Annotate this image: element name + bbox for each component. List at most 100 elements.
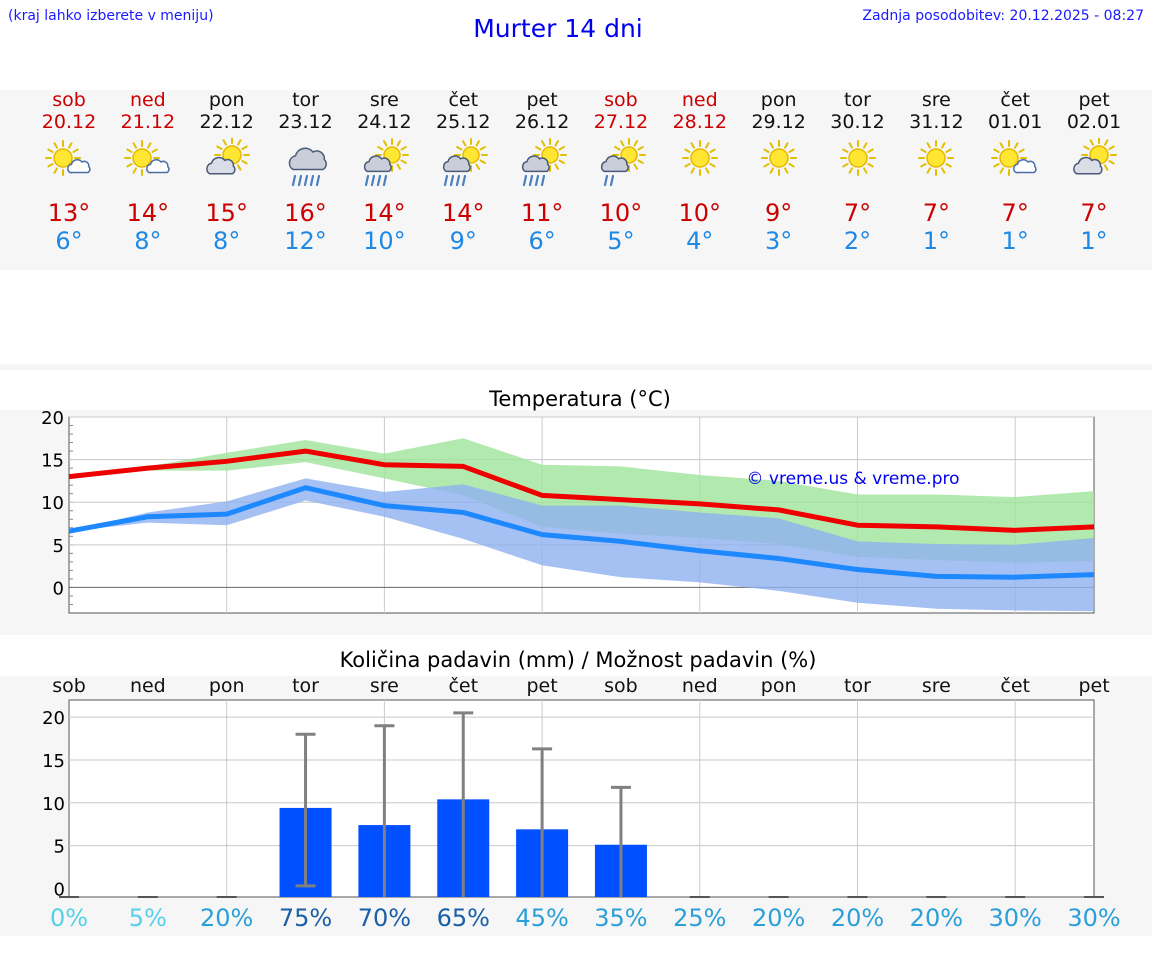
max-temp-line bbox=[68, 448, 1095, 533]
y-tick-label: 10 bbox=[41, 493, 64, 514]
day-date: 23.12 bbox=[278, 111, 333, 133]
min-temp: 1° bbox=[922, 227, 950, 255]
precip-chance: 25% bbox=[673, 904, 727, 932]
sun-rain-icon bbox=[364, 138, 410, 187]
cloud-sun-icon bbox=[1073, 138, 1118, 175]
min-temp-line bbox=[68, 485, 1095, 580]
sun-icon bbox=[760, 140, 797, 176]
max-temp: 16° bbox=[284, 199, 327, 227]
precip-day-label: tor bbox=[292, 675, 319, 697]
max-temp: 14° bbox=[363, 199, 406, 227]
day-date: 31.12 bbox=[909, 111, 964, 133]
precip-day-label: čet bbox=[1000, 675, 1030, 697]
day-name: pon bbox=[208, 89, 245, 111]
y-tick-label: 15 bbox=[41, 451, 64, 472]
min-temp: 12° bbox=[284, 227, 327, 255]
precip-chance: 0% bbox=[49, 904, 89, 932]
sun-light-rain-icon bbox=[600, 138, 646, 187]
day-date: 01.01 bbox=[987, 111, 1043, 133]
y-tick-label: 0 bbox=[54, 879, 65, 900]
day-date: 22.12 bbox=[199, 111, 254, 133]
day-date: 28.12 bbox=[672, 111, 727, 133]
day-name: tor bbox=[292, 89, 319, 111]
min-temp: 10° bbox=[363, 227, 406, 255]
min-temp: 4° bbox=[686, 227, 714, 255]
sun-rain-icon bbox=[443, 138, 489, 187]
y-tick-label: 20 bbox=[41, 410, 64, 429]
sun-cloud-icon bbox=[45, 140, 91, 176]
day-date: 30.12 bbox=[830, 111, 885, 133]
day-name: ned bbox=[129, 89, 166, 111]
last-update: Zadnja posodobitev: 20.12.2025 - 08:27 bbox=[862, 8, 1144, 24]
sun-icon bbox=[918, 140, 955, 176]
precip-day-label: pon bbox=[760, 675, 797, 697]
day-name: tor bbox=[844, 89, 871, 111]
precip-day-label: ned bbox=[681, 675, 718, 697]
precip-day-label: sre bbox=[369, 675, 399, 697]
location-hint: (kraj lahko izberete v meniju) bbox=[8, 8, 214, 24]
precip-day-label: pet bbox=[526, 675, 558, 697]
day-name: pon bbox=[760, 89, 797, 111]
max-temp: 10° bbox=[678, 199, 722, 227]
min-temp-range-band bbox=[69, 478, 1095, 612]
min-temp: 3° bbox=[765, 227, 793, 255]
max-temp: 13° bbox=[47, 199, 91, 227]
precip-day-label: sre bbox=[921, 675, 951, 697]
plot-area bbox=[68, 699, 1095, 898]
max-temp: 10° bbox=[599, 199, 643, 227]
day-name: sob bbox=[604, 89, 638, 111]
precip-chance: 45% bbox=[515, 904, 569, 932]
day-date: 24.12 bbox=[357, 111, 412, 133]
precip-day-label: pet bbox=[1078, 675, 1110, 697]
y-tick-label: 5 bbox=[54, 837, 65, 858]
day-name: pet bbox=[1078, 89, 1110, 111]
day-name: sre bbox=[921, 89, 951, 111]
day-date: 21.12 bbox=[120, 111, 176, 133]
min-temp: 8° bbox=[213, 227, 241, 255]
day-date: 25.12 bbox=[436, 111, 491, 133]
min-temp: 8° bbox=[134, 227, 162, 255]
day-date: 20.12 bbox=[41, 111, 97, 133]
day-name: čet bbox=[448, 89, 479, 111]
max-temp: 14° bbox=[441, 199, 485, 227]
temperature-chart-title: Temperatura (°C) bbox=[489, 387, 671, 411]
min-temp: 2° bbox=[843, 227, 872, 255]
precip-chance: 20% bbox=[200, 904, 254, 932]
precip-chance: 30% bbox=[988, 904, 1042, 932]
y-tick-label: 5 bbox=[53, 536, 64, 557]
min-temp: 6° bbox=[528, 227, 556, 255]
sun-cloud-icon bbox=[123, 140, 170, 176]
precip-chance: 5% bbox=[128, 904, 167, 932]
precipitation-chart-title: Količina padavin (mm) / Možnost padavin … bbox=[339, 648, 817, 672]
sun-rain-icon bbox=[521, 138, 568, 187]
max-temp: 14° bbox=[126, 199, 170, 227]
y-tick-label: 20 bbox=[42, 708, 65, 729]
sun-icon bbox=[681, 140, 718, 176]
max-temp: 7° bbox=[1080, 199, 1108, 227]
precip-chance: 20% bbox=[751, 904, 806, 932]
forecast-panel bbox=[0, 90, 1152, 270]
max-temp: 7° bbox=[1001, 199, 1029, 227]
page-title: Murter 14 dni bbox=[473, 14, 643, 43]
max-temp: 7° bbox=[843, 199, 872, 227]
precip-day-label: ned bbox=[129, 675, 166, 697]
precip-day-label: sob bbox=[52, 675, 86, 697]
precip-chance: 20% bbox=[830, 904, 885, 932]
day-date: 29.12 bbox=[751, 111, 806, 133]
watermark: © vreme.us & vreme.pro bbox=[746, 469, 959, 489]
day-date: 27.12 bbox=[593, 111, 649, 133]
precip-chance: 20% bbox=[909, 904, 964, 932]
min-temp: 1° bbox=[1080, 227, 1108, 255]
min-temp: 5° bbox=[607, 227, 635, 255]
precip-chance: 70% bbox=[357, 904, 412, 932]
day-name: pet bbox=[526, 89, 558, 111]
max-temp: 9° bbox=[765, 199, 793, 227]
precip-day-label: čet bbox=[448, 675, 479, 697]
max-temp: 11° bbox=[520, 199, 564, 227]
day-name: sre bbox=[369, 89, 399, 111]
precip-chance: 75% bbox=[278, 904, 333, 932]
precip-day-label: tor bbox=[844, 675, 871, 697]
rain-cloud-icon bbox=[288, 147, 327, 187]
day-name: ned bbox=[681, 89, 718, 111]
precip-chance: 65% bbox=[436, 904, 490, 932]
